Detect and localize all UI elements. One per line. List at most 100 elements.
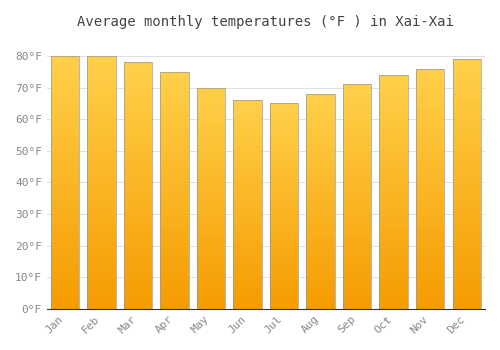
Bar [380, 140, 408, 145]
Bar [270, 259, 298, 264]
Bar [160, 129, 189, 133]
Bar [343, 264, 372, 268]
Bar [160, 148, 189, 152]
Bar [124, 107, 152, 112]
Bar [88, 107, 116, 112]
Bar [270, 223, 298, 227]
Bar [270, 198, 298, 202]
Bar [234, 171, 262, 175]
Bar [234, 242, 262, 246]
Bar [306, 223, 335, 227]
Bar [306, 206, 335, 210]
Bar [270, 136, 298, 140]
Bar [124, 62, 152, 67]
Bar [380, 304, 408, 309]
Bar [160, 261, 189, 266]
Bar [88, 268, 116, 273]
Bar [343, 282, 372, 286]
Bar [124, 176, 152, 181]
Bar [88, 177, 116, 182]
Bar [124, 146, 152, 151]
Bar [270, 247, 298, 251]
Bar [343, 179, 372, 183]
Bar [197, 198, 226, 203]
Bar [416, 117, 444, 121]
Bar [197, 105, 226, 110]
Bar [380, 168, 408, 173]
Bar [234, 121, 262, 125]
Bar [270, 145, 298, 149]
Bar [51, 213, 80, 218]
Bar [160, 86, 189, 91]
Bar [88, 157, 116, 162]
Bar [270, 268, 298, 272]
Bar [380, 98, 408, 103]
Bar [380, 220, 408, 225]
Bar [380, 201, 408, 206]
Bar [197, 203, 226, 207]
Bar [51, 112, 80, 117]
Bar [51, 172, 80, 177]
Bar [234, 150, 262, 154]
Bar [234, 267, 262, 271]
Bar [416, 261, 444, 266]
Bar [452, 79, 481, 84]
Bar [380, 154, 408, 159]
Bar [197, 220, 226, 225]
Bar [88, 56, 116, 309]
Bar [197, 92, 226, 97]
Bar [234, 188, 262, 192]
Bar [452, 204, 481, 209]
Bar [452, 294, 481, 299]
Bar [380, 89, 408, 94]
Bar [160, 72, 189, 77]
Bar [270, 214, 298, 218]
Bar [270, 112, 298, 116]
Bar [380, 276, 408, 281]
Bar [124, 117, 152, 121]
Bar [51, 263, 80, 268]
Bar [343, 219, 372, 224]
Bar [197, 149, 226, 154]
Bar [306, 137, 335, 141]
Bar [343, 147, 372, 152]
Bar [416, 131, 444, 136]
Bar [270, 206, 298, 210]
Bar [160, 214, 189, 219]
Bar [234, 117, 262, 121]
Bar [51, 91, 80, 97]
Bar [124, 225, 152, 230]
Bar [306, 133, 335, 137]
Bar [160, 275, 189, 280]
Bar [51, 71, 80, 76]
Bar [160, 280, 189, 285]
Bar [270, 128, 298, 132]
Bar [416, 112, 444, 117]
Bar [343, 89, 372, 93]
Bar [306, 231, 335, 236]
Bar [380, 299, 408, 304]
Bar [124, 171, 152, 176]
Bar [51, 127, 80, 132]
Bar [51, 188, 80, 193]
Bar [88, 112, 116, 117]
Bar [380, 187, 408, 192]
Bar [306, 98, 335, 103]
Bar [452, 94, 481, 99]
Bar [270, 284, 298, 288]
Bar [234, 275, 262, 280]
Bar [234, 213, 262, 217]
Bar [160, 195, 189, 200]
Bar [197, 181, 226, 185]
Bar [416, 266, 444, 270]
Bar [306, 163, 335, 167]
Bar [380, 234, 408, 239]
Bar [380, 295, 408, 299]
Bar [270, 186, 298, 190]
Bar [51, 238, 80, 243]
Bar [234, 100, 262, 104]
Bar [88, 284, 116, 288]
Bar [88, 167, 116, 172]
Bar [270, 140, 298, 145]
Bar [416, 198, 444, 203]
